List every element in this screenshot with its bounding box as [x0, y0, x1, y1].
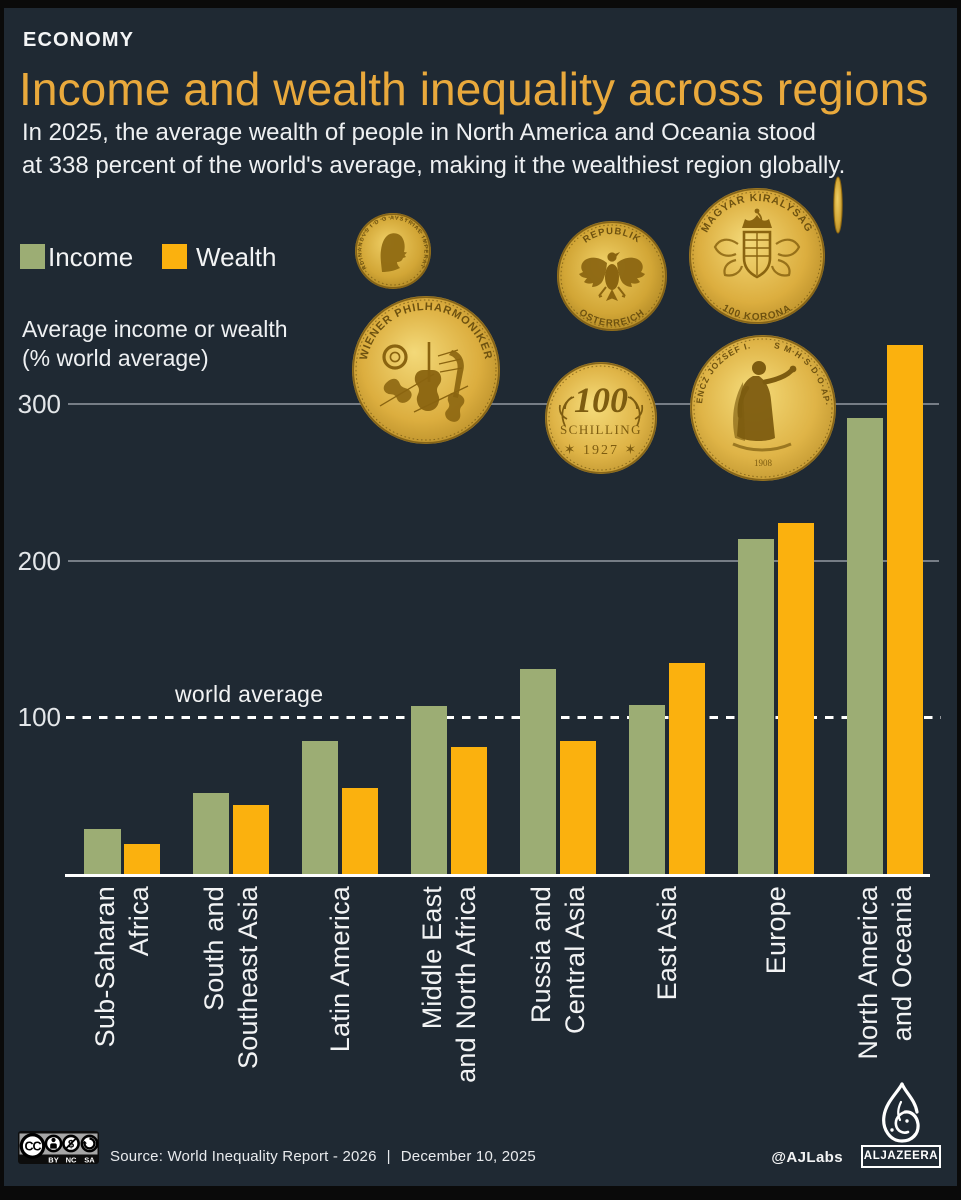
bar-income-latinamerica	[301, 740, 339, 874]
legend-income-label: Income	[48, 242, 134, 272]
x-label-middleeast-andnorthafrica: Middle East and North Africa	[417, 886, 482, 1083]
bar-income-sub-saharan-africa	[84, 828, 121, 874]
svg-text:CC: CC	[24, 1139, 41, 1153]
bar-wealth-southand-southeastasia	[232, 805, 270, 874]
x-label-russiaand-centralasia: Russia and Central Asia	[526, 886, 591, 1034]
gridline-300	[68, 403, 939, 406]
ajlabs-credit: @AJLabs	[771, 1149, 843, 1166]
x-label-sub-saharan-africa: Sub-Saharan Africa	[90, 886, 155, 1048]
gridline-200	[68, 559, 939, 562]
bar-wealth-europe	[777, 523, 815, 874]
reference-line-100	[66, 716, 941, 719]
coin-wiener-philharmoniker: WIENER PHILHARMONIKER	[352, 296, 500, 444]
cc-nc-icon: $	[62, 1134, 80, 1153]
world-average-label: world average	[175, 681, 324, 707]
bar-income-eastasia	[628, 704, 666, 874]
cc-license-badge: CC $ BY NC SA	[18, 1131, 99, 1164]
legend-wealth-swatch	[162, 244, 187, 269]
svg-text:BY: BY	[48, 1155, 58, 1164]
bar-wealth-sub-saharan-africa	[123, 844, 161, 874]
coin-small-portrait: FERDINANDVS I D G AVSTRIAE IMPERATOR	[0, 0, 431, 289]
bar-income-russiaand-centralasia	[519, 668, 557, 874]
bar-income-northamerica-andoceania	[846, 418, 884, 874]
y-tick-100: 100	[17, 702, 61, 733]
bar-wealth-latinamerica	[341, 787, 379, 874]
aljazeera-logo-icon	[882, 1082, 920, 1143]
legend-wealth-label: Wealth	[196, 242, 277, 272]
cc-by-icon	[44, 1134, 63, 1153]
x-label-europe: Europe	[760, 886, 791, 975]
svg-text:1908: 1908	[754, 458, 773, 468]
x-label-latinamerica: Latin America	[325, 886, 356, 1053]
bar-wealth-middleeast-andnorthafrica	[450, 747, 488, 874]
kicker: ECONOMY	[23, 29, 135, 51]
bar-wealth-russiaand-centralasia	[559, 740, 597, 874]
y-axis-title: Average income or wealth (% world averag…	[22, 316, 288, 371]
bar-income-europe	[737, 538, 775, 874]
coin-edge-sliver	[833, 176, 843, 234]
svg-text:NC: NC	[66, 1155, 77, 1164]
bar-wealth-eastasia	[668, 662, 706, 874]
svg-text:SCHILLING: SCHILLING	[560, 422, 642, 437]
date-text: December 10, 2025	[400, 1148, 536, 1165]
source-text: Source: World Inequality Report - 2026	[110, 1148, 377, 1165]
y-tick-200: 200	[17, 545, 61, 576]
source-line: Source: World Inequality Report - 2026 | D…	[110, 1148, 536, 1165]
coin-100-schilling: 100 SCHILLING ✶ 1927 ✶	[545, 362, 657, 474]
x-label-southand-southeastasia: South and Southeast Asia	[199, 886, 264, 1069]
cc-sa-icon	[80, 1134, 99, 1153]
bar-wealth-northamerica-andoceania	[886, 344, 924, 874]
x-label-eastasia: East Asia	[652, 886, 682, 1001]
page-title: Income and wealth inequality across regi…	[19, 63, 929, 115]
bar-income-middleeast-andnorthafrica	[410, 706, 448, 874]
aljazeera-brand-box: ALJAZEERA	[861, 1145, 941, 1168]
x-axis-line	[65, 874, 930, 877]
svg-text:100: 100	[574, 380, 628, 420]
source-separator: |	[386, 1148, 391, 1165]
subtitle: In 2025, the average wealth of people in…	[22, 119, 846, 179]
cc-icon: CC	[19, 1133, 46, 1159]
svg-text:✶ 1927 ✶: ✶ 1927 ✶	[564, 443, 638, 458]
legend-income-swatch	[20, 244, 45, 269]
bar-income-southand-southeastasia	[192, 792, 230, 874]
svg-text:SA: SA	[84, 1155, 95, 1164]
y-tick-300: 300	[17, 389, 61, 420]
